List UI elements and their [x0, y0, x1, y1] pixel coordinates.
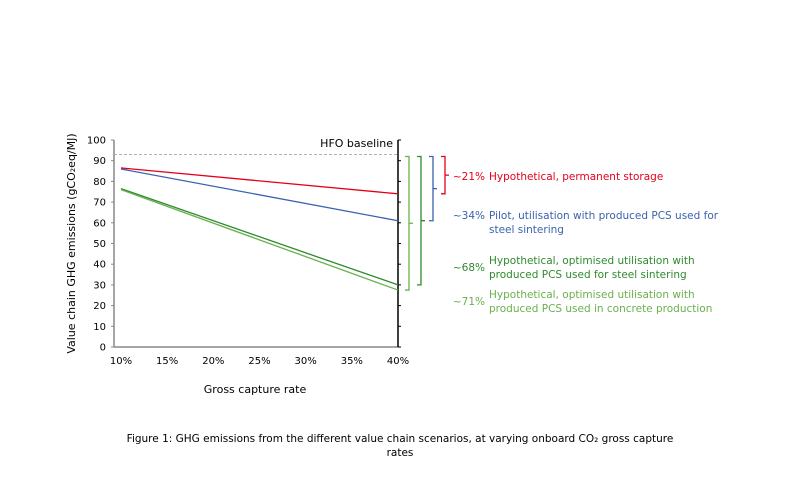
- y-tick-label: 60: [93, 218, 106, 229]
- y-tick-label: 50: [93, 239, 106, 250]
- reduction-bracket: [429, 155, 437, 222]
- reduction-label: ~68%: [453, 262, 485, 274]
- x-tick-label: 35%: [341, 356, 363, 367]
- x-tick-label: 25%: [248, 356, 270, 367]
- reduction-label: ~71%: [453, 296, 485, 308]
- series-line: [120, 167, 399, 195]
- y-tick-label: 30: [93, 280, 106, 291]
- x-tick-label: 20%: [202, 356, 224, 367]
- legend-label: Hypothetical, permanent storage: [489, 171, 663, 183]
- y-tick-label: 10: [93, 322, 106, 333]
- hfo-baseline-label: HFO baseline: [320, 137, 393, 150]
- series-line: [120, 168, 399, 222]
- legend-label: produced PCS used in concrete production: [489, 303, 712, 315]
- x-axis-label: Gross capture rate: [204, 383, 307, 396]
- y-tick-label: 90: [93, 156, 106, 167]
- y-axis-label: Value chain GHG emissions (gCO₂eq/MJ): [65, 133, 78, 353]
- y-tick-label: 0: [100, 343, 106, 354]
- y-tick-label: 20: [93, 301, 106, 312]
- x-tick-label: 30%: [295, 356, 317, 367]
- reduction-bracket: [441, 155, 449, 195]
- legend-label: Hypothetical, optimised utilisation with: [489, 255, 695, 267]
- legend-label: Pilot, utilisation with produced PCS use…: [489, 210, 719, 222]
- legend-label: steel sintering: [489, 224, 564, 236]
- reduction-label: ~21%: [453, 171, 485, 183]
- legend-label: produced PCS used for steel sintering: [489, 269, 687, 281]
- y-tick-label: 40: [93, 260, 106, 271]
- x-tick-label: 40%: [387, 356, 409, 367]
- legend-label: Hypothetical, optimised utilisation with: [489, 289, 695, 301]
- series-line: [120, 189, 399, 291]
- x-tick-label: 15%: [156, 356, 178, 367]
- x-tick-label: 10%: [110, 356, 132, 367]
- figure-caption: Figure 1: GHG emissions from the differe…: [126, 433, 674, 459]
- y-tick-label: 100: [87, 136, 106, 147]
- series-line: [120, 188, 399, 286]
- y-tick-label: 70: [93, 198, 106, 209]
- reduction-bracket: [405, 155, 413, 291]
- reduction-bracket: [417, 155, 425, 286]
- y-tick-label: 80: [93, 177, 106, 188]
- reduction-label: ~34%: [453, 210, 485, 222]
